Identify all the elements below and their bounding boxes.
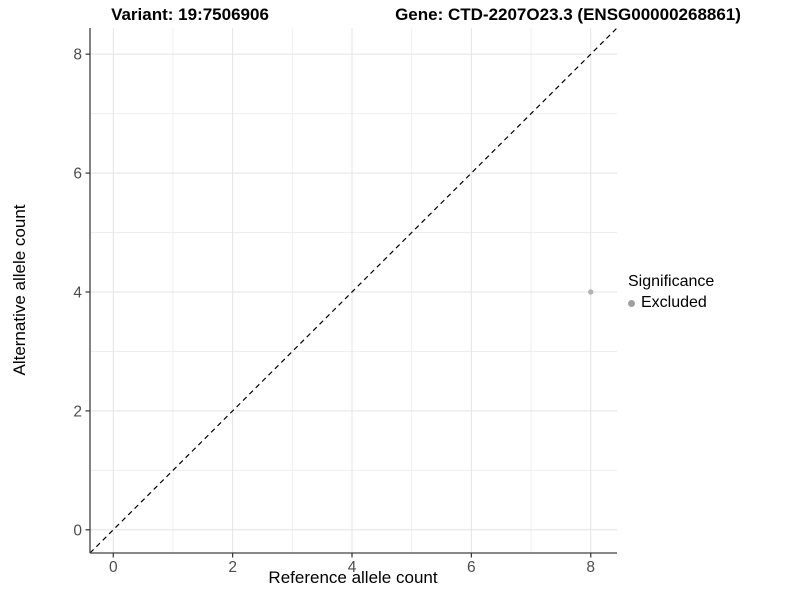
y-tick-label: 0 [73,522,82,539]
identity-reference-line [89,27,618,554]
y-tick-label: 4 [73,284,82,301]
x-tick-label: 2 [228,559,237,576]
y-tick-label: 2 [73,403,82,420]
legend: Significance Excluded [628,272,714,313]
legend-item-excluded: Excluded [628,293,714,313]
gene-title: Gene: CTD-2207O23.3 (ENSG00000268861) [395,5,741,24]
data-point [588,289,594,295]
y-tick-label: 6 [73,166,82,183]
y-axis-title: Alternative allele count [10,204,29,376]
excluded-point-icon [628,299,635,307]
legend-item-label: Excluded [641,294,707,311]
legend-title: Significance [628,273,715,290]
x-tick-label: 6 [467,559,476,576]
x-tick-label: 4 [348,559,357,576]
x-tick-label: 0 [109,559,118,576]
y-tick-label: 8 [73,47,82,64]
x-tick-label: 8 [586,559,595,576]
variant-title: Variant: 19:7506906 [111,5,269,24]
x-axis-title: Reference allele count [268,568,438,587]
